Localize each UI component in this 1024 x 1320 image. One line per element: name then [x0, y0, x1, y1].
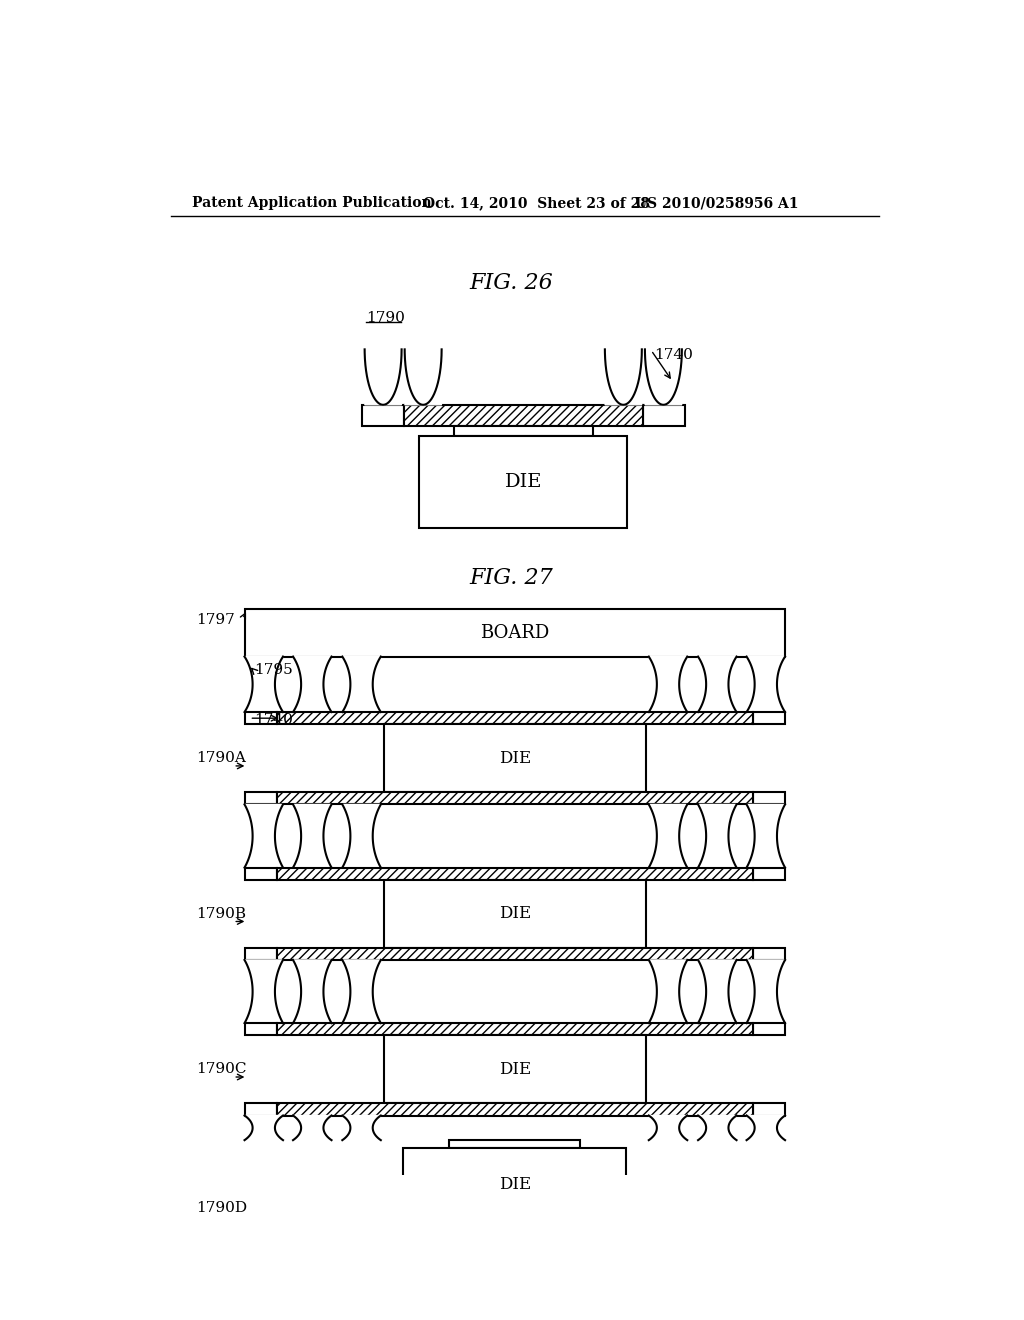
Polygon shape [245, 656, 283, 711]
Text: DIE: DIE [499, 1176, 530, 1193]
Bar [245, 792, 276, 804]
Polygon shape [245, 960, 283, 1023]
Text: 1790C: 1790C [196, 1063, 247, 1076]
Bar [753, 792, 785, 804]
Text: 1740: 1740 [654, 348, 693, 362]
Text: 1795: 1795 [254, 663, 293, 677]
Polygon shape [698, 1115, 736, 1140]
Text: DIE: DIE [505, 473, 542, 491]
Bar [245, 948, 276, 960]
Bar [753, 711, 785, 725]
Bar [384, 725, 646, 792]
Text: DIE: DIE [499, 1061, 530, 1078]
Bar [753, 948, 785, 960]
Polygon shape [342, 1115, 381, 1140]
Bar [276, 867, 753, 880]
Text: DIE: DIE [499, 750, 530, 767]
Text: 1790A: 1790A [196, 751, 246, 766]
Polygon shape [649, 804, 687, 867]
Polygon shape [342, 804, 381, 867]
Text: Oct. 14, 2010  Sheet 23 of 28: Oct. 14, 2010 Sheet 23 of 28 [423, 197, 650, 210]
Bar [403, 1148, 627, 1221]
Text: 1740: 1740 [254, 713, 293, 727]
Polygon shape [649, 960, 687, 1023]
Text: 1790: 1790 [367, 312, 406, 325]
Polygon shape [698, 960, 736, 1023]
Text: 1797: 1797 [196, 614, 234, 627]
Bar [245, 867, 276, 880]
Text: US 2010/0258956 A1: US 2010/0258956 A1 [635, 197, 799, 210]
Polygon shape [605, 350, 642, 405]
Bar [384, 880, 646, 948]
Polygon shape [365, 350, 401, 405]
Bar [276, 1104, 753, 1115]
Polygon shape [245, 804, 283, 867]
Bar [643, 405, 685, 426]
Polygon shape [293, 656, 332, 711]
Polygon shape [698, 656, 736, 711]
Text: BOARD: BOARD [480, 624, 550, 642]
Bar [403, 405, 643, 426]
Bar [276, 792, 753, 804]
Bar [753, 1104, 785, 1115]
Polygon shape [404, 350, 441, 405]
Bar [419, 436, 628, 528]
Polygon shape [746, 1115, 785, 1140]
Polygon shape [293, 960, 332, 1023]
Polygon shape [245, 1115, 283, 1140]
Bar [245, 711, 276, 725]
Bar [753, 1023, 785, 1035]
Bar [245, 1104, 276, 1115]
Polygon shape [746, 960, 785, 1023]
Text: Patent Application Publication: Patent Application Publication [193, 197, 432, 210]
Text: FIG. 27: FIG. 27 [469, 566, 553, 589]
Text: DIE: DIE [499, 906, 530, 923]
Bar [753, 867, 785, 880]
Polygon shape [746, 804, 785, 867]
Polygon shape [698, 804, 736, 867]
Polygon shape [746, 656, 785, 711]
Bar [276, 1023, 753, 1035]
Text: 1790B: 1790B [196, 907, 246, 921]
Bar [276, 711, 753, 725]
Bar [245, 1023, 276, 1035]
Bar [361, 405, 403, 426]
Bar [384, 1035, 646, 1104]
Polygon shape [645, 350, 682, 405]
Bar [454, 426, 593, 436]
Bar [450, 1140, 581, 1148]
Polygon shape [342, 656, 381, 711]
Polygon shape [293, 1115, 332, 1140]
Text: 1790D: 1790D [196, 1200, 247, 1214]
Bar [276, 948, 753, 960]
Bar [245, 609, 785, 656]
Polygon shape [649, 656, 687, 711]
Polygon shape [342, 960, 381, 1023]
Text: FIG. 26: FIG. 26 [469, 272, 553, 294]
Polygon shape [649, 1115, 687, 1140]
Polygon shape [293, 804, 332, 867]
